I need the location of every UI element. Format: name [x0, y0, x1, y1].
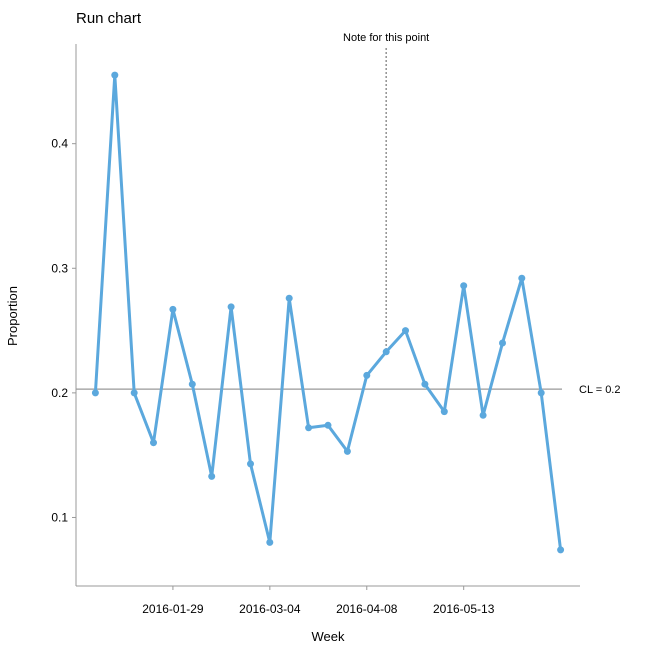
data-point: [537, 389, 545, 397]
data-point: [479, 411, 487, 419]
x-tick-label: 2016-04-08: [336, 602, 398, 616]
data-point: [247, 460, 254, 468]
data-point: [557, 546, 565, 554]
data-point: [91, 389, 99, 397]
data-point: [382, 348, 390, 356]
series-layer: [91, 71, 565, 554]
data-point: [169, 305, 177, 313]
y-tick-label: 0.1: [51, 510, 68, 524]
data-point: [227, 303, 235, 311]
data-point: [130, 389, 138, 397]
x-tick-label: 2016-05-13: [433, 602, 495, 616]
y-axis-label: Proportion: [5, 286, 20, 346]
data-point: [150, 439, 157, 447]
data-point: [111, 71, 119, 79]
y-tick-label: 0.3: [51, 261, 68, 275]
data-point: [285, 294, 293, 302]
data-point: [518, 274, 526, 282]
data-point: [499, 339, 506, 347]
x-tick-label: 2016-01-29: [142, 602, 204, 616]
data-point: [440, 408, 448, 416]
data-point: [343, 447, 351, 455]
y-tick-label: 0.4: [51, 137, 68, 151]
center-line-label: CL = 0.2: [579, 384, 620, 396]
chart-title: Run chart: [76, 10, 142, 27]
data-point: [266, 538, 274, 546]
annotation-label: Note for this point: [343, 32, 429, 44]
data-point: [208, 472, 216, 480]
data-point: [402, 327, 409, 335]
axes-layer: 0.1 0.2 0.3 0.4 2016-01-29 2016-03-04 2016-04-…: [51, 44, 580, 616]
center-line-layer: CL = 0.2: [76, 384, 620, 396]
data-point: [324, 421, 332, 429]
x-tick-label: 2016-03-04: [239, 602, 301, 616]
y-tick-label: 0.2: [51, 386, 68, 400]
data-point: [188, 380, 196, 388]
data-point: [421, 380, 429, 388]
x-axis-label: Week: [312, 629, 345, 644]
data-point: [305, 424, 313, 432]
series-line: [93, 73, 563, 552]
annotation-layer: Note for this point: [343, 32, 429, 352]
data-point: [363, 371, 371, 379]
data-point: [460, 282, 468, 290]
